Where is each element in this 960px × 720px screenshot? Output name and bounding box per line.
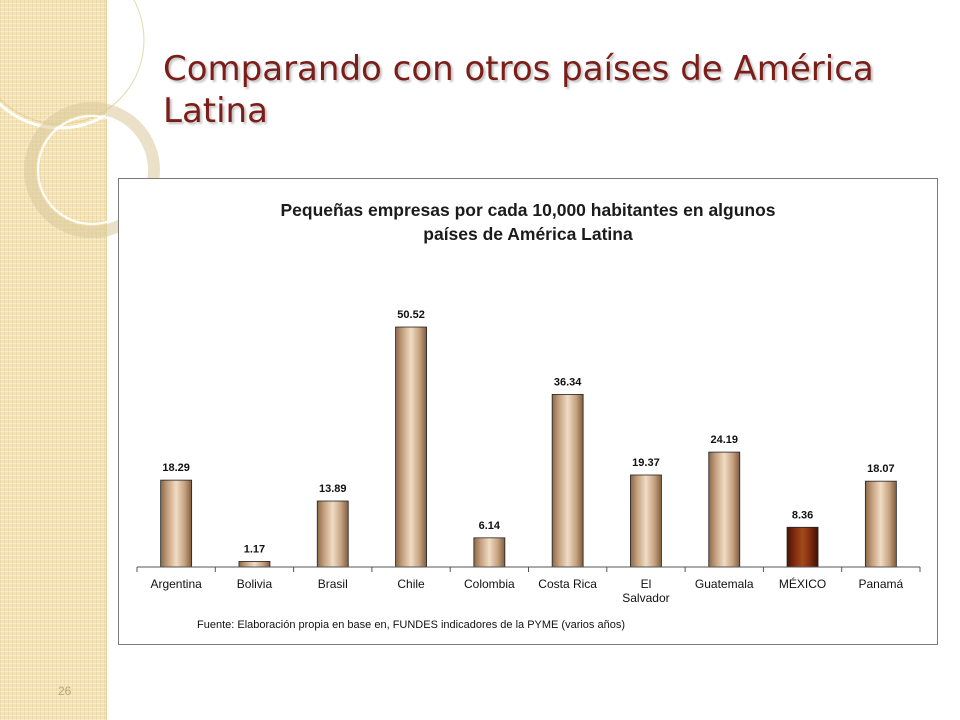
data-label: 50.52 <box>397 309 425 321</box>
x-tick-label: Argentina <box>150 577 202 591</box>
data-label: 6.14 <box>479 520 501 532</box>
x-tick-label: Bolivia <box>237 577 273 591</box>
x-tick-label: Panamá <box>858 577 903 591</box>
data-label: 1.17 <box>244 543 265 555</box>
decorative-rings <box>0 0 160 238</box>
data-label: 8.36 <box>792 509 813 521</box>
bar-méxico <box>786 526 819 568</box>
bar-panamá <box>864 480 897 568</box>
bar-argentina <box>160 479 193 568</box>
x-tick-label: Salvador <box>622 591 669 605</box>
x-tick-label: Costa Rica <box>538 577 597 591</box>
x-tick-label: El <box>641 577 652 591</box>
data-label: 13.89 <box>319 483 347 495</box>
data-label: 18.29 <box>162 462 190 474</box>
bar-brasil <box>316 500 349 568</box>
data-label: 36.34 <box>554 376 582 388</box>
bar-costa-rica <box>551 393 584 568</box>
x-tick-label: Brasil <box>318 577 348 591</box>
bar-colombia <box>473 537 506 568</box>
x-tick-label: Guatemala <box>695 577 754 591</box>
chart-source-note: Fuente: Elaboración propia en base en, F… <box>197 619 625 631</box>
slide-title: Comparando con otros países de América L… <box>163 49 874 131</box>
x-tick-label: MÉXICO <box>779 576 826 591</box>
bar-guatemala <box>708 451 741 568</box>
chart-title-line-1: Pequeñas empresas por cada 10,000 habita… <box>280 200 776 220</box>
chart-title-line-2: países de América Latina <box>423 224 633 244</box>
data-label: 19.37 <box>632 457 660 469</box>
x-tick-label: Chile <box>397 577 425 591</box>
data-label: 24.19 <box>710 434 738 446</box>
chart-title: Pequeñas empresas por cada 10,000 habita… <box>118 198 938 246</box>
data-label: 18.07 <box>867 463 895 475</box>
bar-bolivia <box>238 561 271 568</box>
bar-el-salvador <box>630 474 662 568</box>
page-number: 26 <box>58 684 72 698</box>
bar-chile <box>395 326 427 568</box>
x-tick-label: Colombia <box>464 577 515 591</box>
